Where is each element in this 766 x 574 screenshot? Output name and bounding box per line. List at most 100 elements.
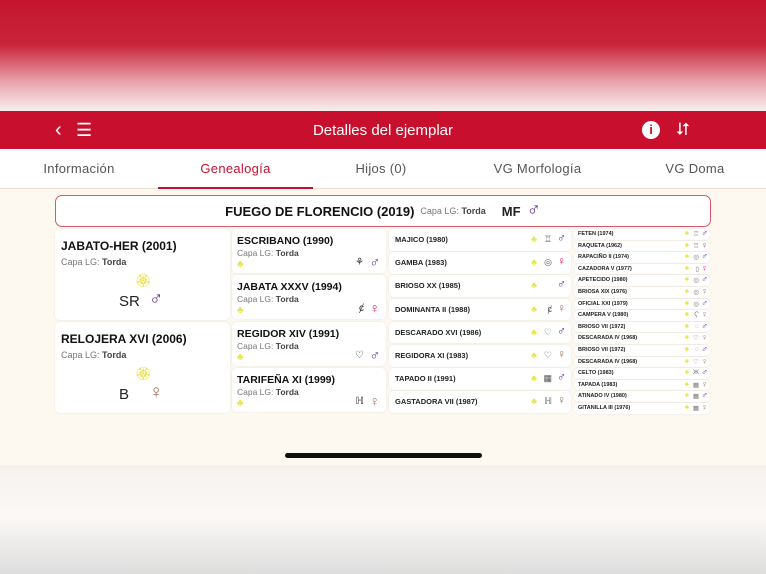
male-icon: ♂	[369, 346, 381, 363]
horse-card[interactable]: TARIFEÑA XI (1999) Capa LG: Torda ♣ ℍ ♀	[232, 367, 386, 412]
brand-icon: ▦	[543, 373, 552, 384]
award-icon: ♣	[237, 305, 244, 317]
horse-card[interactable]: DESCARADA IV (1968) ♣ ♡ ♀	[574, 355, 710, 368]
info-icon[interactable]: i	[642, 121, 660, 139]
brand-icon: ◌	[695, 346, 699, 353]
female-icon: ♀	[557, 393, 566, 408]
horse-card[interactable]: CAZADORA V (1977) ♣ ▯ ♀	[574, 262, 710, 275]
root-name: FUEGO DE FLORENCIO (2019)	[225, 203, 415, 219]
page-title: Detalles del ejemplar	[312, 121, 454, 139]
brand-icon: ◌	[695, 322, 699, 330]
tab-vg-morfologia[interactable]: VG Morfología	[493, 161, 582, 176]
award-icon: 🏵	[135, 273, 152, 288]
female-icon: ♀	[701, 309, 708, 320]
back-icon[interactable]: ‹	[55, 119, 62, 141]
brand-icon: ♡	[355, 349, 364, 361]
horse-name: ATINADO IV (1980)	[578, 393, 627, 400]
tab-hijos[interactable]: Hijos (0)	[355, 161, 407, 176]
award-icon: ♣	[684, 404, 689, 411]
home-indicator	[285, 453, 482, 458]
horse-capa: Capa LG: Torda	[61, 257, 127, 267]
tab-informacion[interactable]: Información	[43, 161, 115, 176]
brand-icon: ▦	[692, 381, 699, 389]
horse-card[interactable]: ESCRIBANO (1990) Capa LG: Torda ♣ ⚘ ♂	[232, 229, 386, 273]
horse-capa: Capa LG: Torda	[237, 294, 299, 305]
award-icon: ♣	[531, 326, 537, 337]
horse-card[interactable]: DESCARADA IV (1968) ♣ ♡ ♀	[574, 332, 710, 344]
horse-card[interactable]: RAQUETA (1962) ♣ ♖ ♀	[574, 240, 710, 252]
horse-card[interactable]: JABATO-HER (2001) Capa LG: Torda 🏵 SR ♂	[55, 229, 230, 320]
brand-icon: B	[119, 386, 130, 403]
horse-card[interactable]: BRIOSA XIX (1976) ♣ ◎ ♀	[574, 286, 710, 298]
award-icon: ♣	[684, 288, 689, 295]
male-icon: ♂	[701, 344, 708, 354]
female-icon: ♀	[557, 347, 566, 361]
horse-name: DESCARADA IV (1968)	[578, 358, 638, 365]
horse-card[interactable]: BRIOSO XX (1985) ♣ ♂	[389, 275, 571, 297]
male-icon: ♂	[701, 390, 708, 401]
male-icon: ♂	[701, 228, 708, 238]
horse-name: DESCARADO XVI (1986)	[395, 327, 482, 337]
male-icon: ♂	[557, 323, 566, 338]
horse-name: OFICIAL XXI (1979)	[578, 300, 628, 307]
horse-name: TAPADO II (1991)	[395, 374, 456, 384]
horse-card[interactable]: MAJICO (1980) ♣ ♖ ♂	[389, 229, 571, 251]
horse-card[interactable]: CELTO (1983) ♣ Ж ♂	[574, 367, 710, 379]
horse-card[interactable]: BRIOSO VII (1972) ♣ ◌ ♂	[574, 321, 710, 333]
root-horse-card[interactable]: FUEGO DE FLORENCIO (2019) Capa LG: Torda…	[55, 195, 711, 227]
award-icon: ♣	[684, 392, 689, 400]
horse-card[interactable]: DESCARADO XVI (1986) ♣ ♡ ♂	[389, 321, 571, 344]
brand-icon: ▦	[692, 393, 699, 401]
brand-icon: MF	[501, 203, 521, 219]
male-icon: ♂	[701, 297, 708, 308]
horse-name: DESCARADA IV (1968)	[578, 335, 638, 342]
award-icon: ♣	[237, 259, 244, 270]
horse-card[interactable]: FETEN (1974) ♣ ♖ ♂	[574, 228, 710, 240]
tab-vg-doma[interactable]: VG Doma	[665, 161, 725, 176]
horse-card[interactable]: TAPADA (1983) ♣ ▦ ♀	[574, 379, 710, 391]
brand-icon: ◎	[693, 254, 699, 262]
horse-card[interactable]: RAPACIÑO II (1974) ♣ ◎ ♂	[574, 251, 710, 263]
horse-card[interactable]: APETECIDO (1980) ♣ ◎ ♂	[574, 274, 710, 286]
horse-card[interactable]: BRIOSO VII (1972) ♣ ◌ ♂	[574, 344, 710, 356]
horse-name: REGIDOR XIV (1991)	[237, 327, 340, 340]
tab-genealogia[interactable]: Genealogía	[158, 149, 313, 189]
horse-name: RELOJERA XVI (2006)	[61, 332, 187, 346]
female-icon: ♀	[701, 332, 708, 343]
female-icon: ♀	[701, 355, 708, 366]
award-icon: ♣	[531, 396, 537, 407]
horse-card[interactable]: GASTADORA VII (1987) ♣ ℍ ♀	[389, 391, 571, 413]
horse-card[interactable]: RELOJERA XVI (2006) Capa LG: Torda 🏵 B ♀	[55, 322, 230, 413]
horse-card[interactable]: OFICIAL XXI (1979) ♣ ◎ ♂	[574, 297, 710, 310]
menu-icon[interactable]: ☰	[76, 120, 93, 140]
share-icon[interactable]: ⮃	[676, 120, 690, 139]
award-icon: ♣	[531, 280, 537, 291]
award-icon: ♣	[684, 322, 689, 330]
award-icon: ♣	[531, 234, 537, 244]
horse-card[interactable]: JABATA XXXV (1994) Capa LG: Torda ♣ ȼ ♀	[232, 275, 386, 320]
brand-icon: ♡	[543, 326, 552, 337]
award-icon: ♣	[684, 311, 689, 319]
horse-card[interactable]: REGIDORA XI (1983) ♣ ♡ ♀	[389, 345, 571, 367]
horse-name: CAZADORA V (1977)	[578, 265, 632, 272]
brand-icon: ◎	[693, 289, 699, 296]
male-icon: ♂	[701, 274, 708, 285]
horse-card[interactable]: CAMPERA V (1980) ♣ Ҁ ♀	[574, 309, 710, 321]
award-icon: ♣	[684, 299, 689, 307]
horse-card[interactable]: REGIDOR XIV (1991) Capa LG: Torda ♣ ♡ ♂	[232, 321, 386, 366]
horse-card[interactable]: TAPADO II (1991) ♣ ▦ ♂	[389, 368, 571, 390]
horse-name: APETECIDO (1980)	[578, 277, 628, 284]
male-icon: ♂	[526, 200, 541, 221]
award-icon: ♣	[684, 264, 689, 272]
brand-icon: ♡	[693, 335, 699, 343]
horse-card[interactable]: GAMBA (1983) ♣ ◎ ♀	[389, 252, 571, 274]
award-icon: ♣	[684, 276, 689, 284]
horse-card[interactable]: ATINADO IV (1980) ♣ ▦ ♂	[574, 390, 710, 402]
female-icon: ♀	[701, 262, 708, 273]
award-icon: ♣	[684, 346, 689, 353]
horse-card[interactable]: DOMINANTA II (1988) ♣ ȼ ♀	[389, 298, 571, 321]
horse-capa: Capa LG: Torda	[237, 340, 299, 351]
root-capa: Capa LG: Torda	[420, 206, 486, 216]
horse-card[interactable]: GITANILLA III (1976) ♣ ▦ ♀	[574, 402, 710, 414]
brand-icon: Ҁ	[694, 311, 699, 319]
